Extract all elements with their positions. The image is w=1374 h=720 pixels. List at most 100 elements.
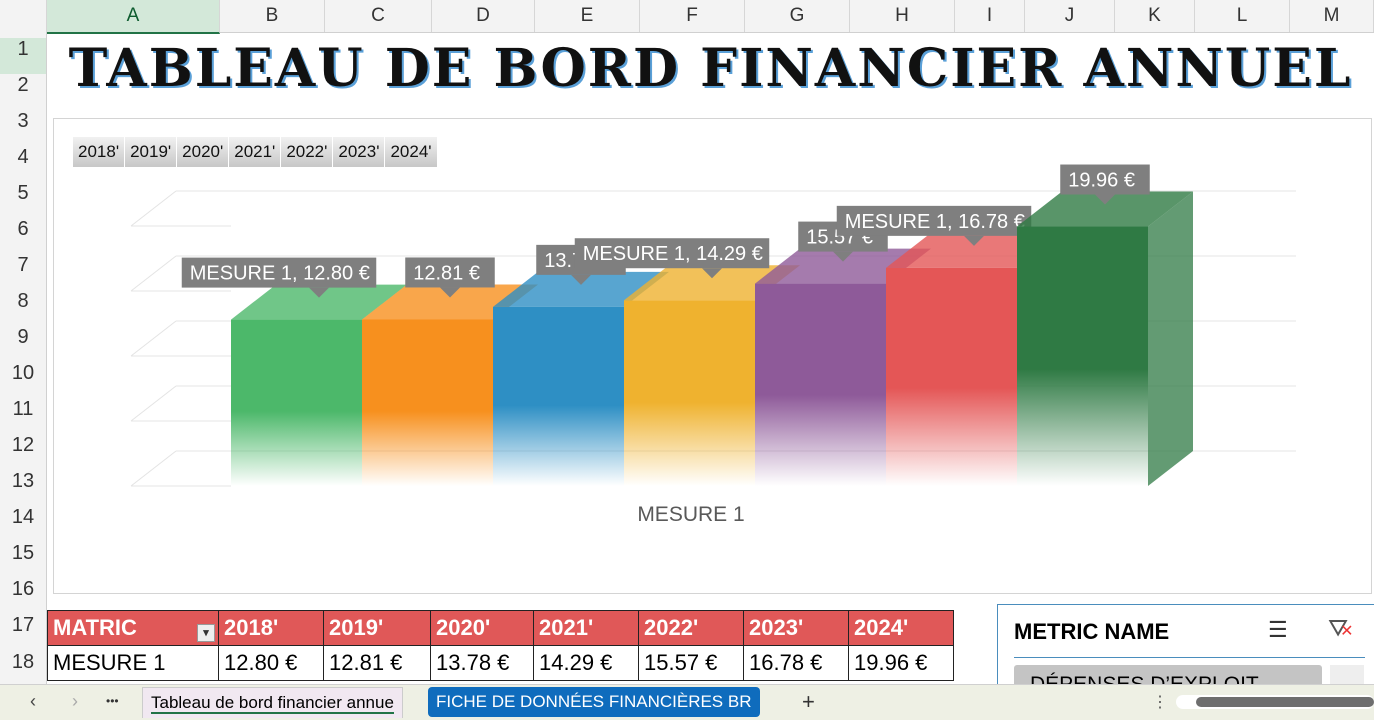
row-header[interactable]: 13 — [11, 470, 35, 492]
data-label-box — [574, 238, 770, 269]
column-header[interactable]: A — [47, 0, 220, 34]
year-filter-button[interactable]: 2023' — [333, 137, 386, 167]
data-label: MESURE 1, 14.29 € — [583, 243, 763, 265]
sheet-tab-dashboard[interactable]: Tableau de bord financier annue — [142, 687, 403, 718]
column-header[interactable]: C — [325, 0, 432, 32]
header-year: 2020' — [430, 610, 534, 646]
header-year: 2024' — [848, 610, 954, 646]
row-header[interactable]: 4 — [17, 146, 29, 168]
row-header[interactable]: 5 — [17, 182, 29, 204]
header-year: 2022' — [638, 610, 744, 646]
data-label-box — [181, 257, 377, 288]
cell[interactable]: 19.96 € — [848, 645, 954, 681]
year-filter-button[interactable]: 2022' — [281, 137, 334, 167]
table-header-row: MATRIC ▾ 2018' 2019' 2020' 2021' 2022' 20… — [47, 610, 954, 646]
data-label: 12.81 € — [413, 262, 480, 284]
scroll-thumb[interactable] — [1196, 697, 1374, 707]
column-header[interactable]: K — [1115, 0, 1195, 32]
column-header[interactable]: M — [1290, 0, 1374, 32]
bar — [231, 319, 362, 486]
row-header[interactable]: 7 — [17, 254, 29, 276]
year-filter-button[interactable]: 2018' — [73, 137, 126, 167]
column-header[interactable]: H — [850, 0, 955, 32]
cell[interactable]: 12.80 € — [218, 645, 324, 681]
x-axis-label: MESURE 1 — [637, 503, 744, 526]
bar-top — [493, 271, 669, 307]
more-sheets-button[interactable]: ••• — [106, 694, 119, 708]
bar — [362, 319, 493, 486]
header-year: 2023' — [743, 610, 849, 646]
data-label-pointer — [440, 287, 460, 298]
row-header[interactable]: 18 — [11, 651, 35, 673]
data-label-pointer — [571, 274, 591, 285]
column-header[interactable]: E — [535, 0, 640, 32]
add-sheet-button[interactable]: + — [802, 689, 815, 714]
select-all[interactable] — [0, 0, 47, 32]
data-label-box — [405, 257, 495, 288]
sheet-tab-bar: ‹ › ••• Tableau de bord financier annue … — [0, 684, 1374, 720]
tab-label: Tableau de bord financier annue — [151, 693, 394, 714]
bar-top — [1017, 191, 1193, 227]
column-header[interactable]: J — [1025, 0, 1115, 32]
column-header[interactable]: I — [955, 0, 1025, 32]
sheet-tab-data[interactable]: FICHE DE DONNÉES FINANCIÈRES BR — [428, 687, 760, 717]
data-label-pointer — [702, 268, 722, 279]
column-header[interactable]: L — [1195, 0, 1290, 32]
year-filter-button[interactable]: 2021' — [229, 137, 282, 167]
prev-sheet-icon[interactable]: ‹ — [30, 691, 36, 711]
row-header[interactable]: 14 — [11, 506, 35, 528]
filter-dropdown-icon[interactable]: ▾ — [197, 624, 215, 642]
row-header[interactable]: 12 — [11, 434, 35, 456]
data-label-pointer — [309, 287, 329, 298]
row-header[interactable]: 1 — [0, 38, 46, 74]
header-year: 2021' — [533, 610, 639, 646]
cell[interactable]: MESURE 1 — [47, 645, 219, 681]
row-header[interactable]: 17 — [11, 614, 35, 636]
data-table: MATRIC ▾ 2018' 2019' 2020' 2021' 2022' 20… — [47, 610, 954, 681]
bar — [493, 306, 624, 486]
column-header[interactable]: G — [745, 0, 850, 32]
data-label-pointer — [964, 235, 984, 246]
year-filter-button[interactable]: 2020' — [177, 137, 230, 167]
horizontal-scrollbar[interactable] — [1176, 695, 1374, 709]
row-header[interactable]: 11 — [12, 398, 34, 420]
bar — [624, 300, 755, 486]
multi-select-icon[interactable]: ☰ — [1268, 617, 1288, 642]
row-headers: 1 2 3 4 5 6 7 8 9 10 11 12 13 14 15 16 17 18 — [0, 32, 47, 684]
column-header[interactable]: F — [640, 0, 745, 32]
column-header[interactable]: D — [432, 0, 535, 32]
options-icon[interactable]: ⋮ — [1152, 694, 1168, 711]
row-header[interactable]: 10 — [11, 362, 35, 384]
slicer-title: METRIC NAME — [1014, 619, 1170, 644]
cell[interactable]: 13.78 € — [430, 645, 534, 681]
row-header[interactable]: 8 — [17, 290, 29, 312]
row-header[interactable]: 15 — [11, 542, 35, 564]
row-header[interactable]: 6 — [17, 218, 29, 240]
next-sheet-icon[interactable]: › — [72, 691, 78, 711]
bar — [886, 267, 1017, 486]
data-label-box — [1060, 164, 1150, 195]
column-header[interactable]: B — [220, 0, 325, 32]
year-filter-button[interactable]: 2019' — [125, 137, 178, 167]
bar — [1017, 226, 1148, 486]
row-header[interactable]: 2 — [17, 74, 29, 96]
data-label: 19.96 € — [1068, 170, 1135, 192]
cell[interactable]: 16.78 € — [743, 645, 849, 681]
bar-top — [231, 284, 407, 320]
cell[interactable]: 14.29 € — [533, 645, 639, 681]
dashboard-title: TABLEAU DE BORD FINANCIER ANNUEL — [68, 38, 1353, 99]
cell[interactable]: 12.81 € — [323, 645, 431, 681]
row-header[interactable]: 16 — [11, 578, 35, 600]
bar-chart[interactable]: MESURE 1, 12.80 €12.81 €13.78 €MESURE 1,… — [53, 118, 1372, 594]
data-label-pointer — [833, 251, 853, 262]
row-header[interactable]: 3 — [17, 110, 29, 132]
data-label: MESURE 1, 12.80 € — [190, 263, 370, 285]
year-filter-button[interactable]: 2024' — [385, 137, 438, 167]
slicer-divider — [1014, 657, 1365, 658]
row-header[interactable]: 9 — [17, 326, 29, 348]
cell[interactable]: 15.57 € — [638, 645, 744, 681]
data-label: MESURE 1, 16.78 € — [845, 211, 1025, 233]
bar-side — [1148, 191, 1193, 486]
clear-filter-icon[interactable]: ⛛✕ — [1328, 615, 1354, 642]
